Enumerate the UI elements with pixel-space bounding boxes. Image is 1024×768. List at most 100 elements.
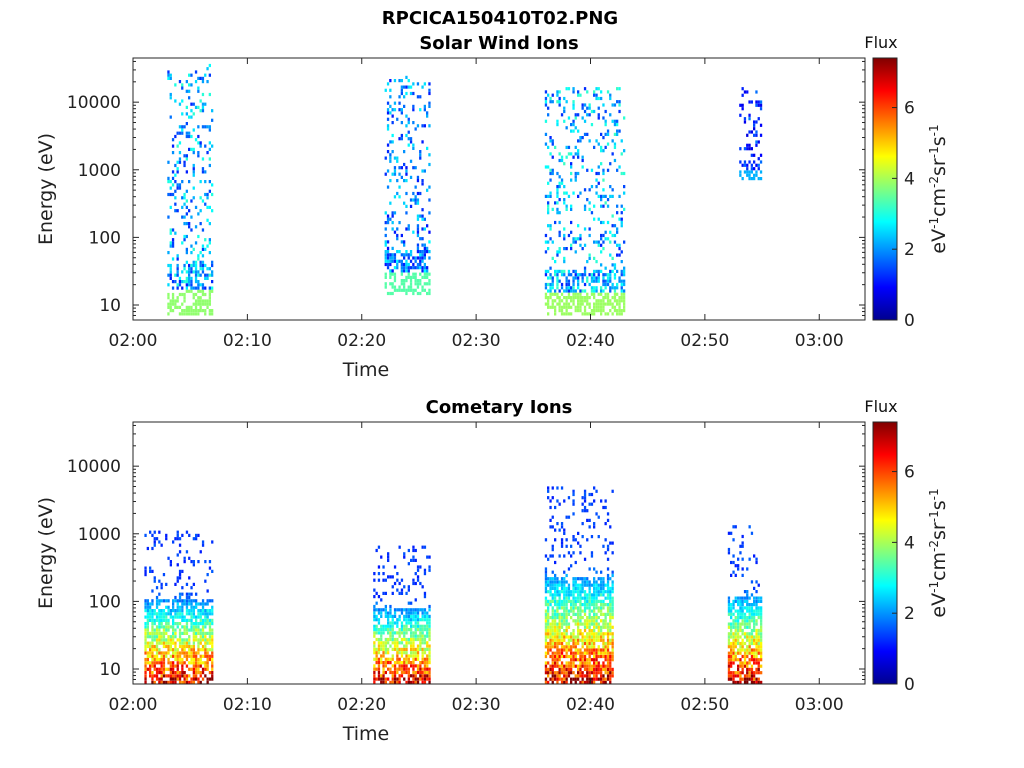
- heatmap-cell: [428, 279, 431, 283]
- heatmap-cell: [549, 152, 552, 156]
- heatmap-cell: [560, 651, 564, 655]
- heatmap-cell: [389, 156, 392, 160]
- heatmap-cell: [590, 312, 594, 316]
- heatmap-cell: [410, 621, 413, 625]
- heatmap-cell: [554, 289, 557, 293]
- heatmap-cell: [403, 266, 406, 270]
- heatmap-cell: [544, 240, 548, 244]
- heatmap-cell: [609, 593, 612, 597]
- heatmap-cell: [167, 192, 170, 197]
- heatmap-cell: [185, 222, 188, 226]
- heatmap-cell: [579, 651, 582, 655]
- heatmap-cell: [153, 609, 156, 613]
- heatmap-cell: [558, 289, 561, 293]
- heatmap-cell: [396, 117, 399, 121]
- heatmap-cell: [405, 631, 408, 635]
- heatmap-cell: [549, 667, 552, 671]
- heatmap-cell: [760, 622, 763, 626]
- heatmap-cell: [595, 583, 598, 587]
- heatmap-cell: [588, 671, 591, 675]
- heatmap-cell: [570, 162, 573, 166]
- heatmap-cell: [384, 256, 387, 260]
- heatmap-cell: [398, 250, 401, 254]
- heatmap-cell: [755, 609, 758, 613]
- heatmap-cell: [387, 651, 390, 655]
- heatmap-cell: [178, 157, 182, 161]
- heatmap-cell: [757, 677, 760, 681]
- heatmap-cell: [405, 614, 408, 618]
- heatmap-cell: [195, 677, 198, 681]
- heatmap-cell: [423, 667, 427, 671]
- heatmap-cell: [393, 195, 397, 199]
- heatmap-cell: [583, 654, 587, 659]
- heatmap-cell: [162, 615, 166, 619]
- heatmap-cell: [375, 631, 378, 635]
- heatmap-cell: [743, 612, 747, 616]
- heatmap-cell: [581, 273, 584, 277]
- heatmap-cell: [753, 167, 756, 171]
- heatmap-cell: [199, 283, 202, 287]
- heatmap-cell: [199, 628, 202, 632]
- heatmap-cell: [753, 609, 756, 613]
- heatmap-cell: [623, 279, 626, 283]
- heatmap-cell: [199, 648, 202, 652]
- heatmap-cell: [181, 638, 184, 642]
- heatmap-cell: [393, 611, 397, 615]
- heatmap-cell: [583, 489, 587, 493]
- heatmap-cell: [760, 651, 763, 655]
- heatmap-cell: [167, 556, 170, 560]
- heatmap-cell: [572, 489, 575, 493]
- heatmap-cell: [611, 596, 614, 600]
- heatmap-cell: [750, 628, 754, 633]
- heatmap-cell: [574, 596, 577, 600]
- heatmap-cell: [734, 680, 737, 684]
- heatmap-cell: [620, 260, 623, 264]
- heatmap-cell: [551, 286, 554, 290]
- heatmap-cell: [419, 279, 422, 283]
- heatmap-cell: [597, 599, 600, 603]
- heatmap-cell: [570, 564, 573, 568]
- heatmap-cell: [167, 305, 170, 309]
- heatmap-cell: [197, 76, 200, 80]
- heatmap-cell: [373, 624, 376, 628]
- heatmap-cell: [416, 568, 420, 572]
- heatmap-cell: [146, 651, 149, 655]
- heatmap-cell: [208, 251, 211, 255]
- heatmap-cell: [593, 499, 596, 503]
- heatmap-cell: [579, 551, 582, 555]
- heatmap-cell: [597, 577, 600, 581]
- heatmap-cell: [595, 178, 598, 182]
- heatmap-cell: [201, 622, 205, 626]
- heatmap-cell: [421, 641, 424, 645]
- heatmap-cell: [211, 661, 214, 665]
- heatmap-cell: [393, 172, 397, 176]
- heatmap-cell: [197, 257, 200, 261]
- heatmap-cell: [739, 544, 742, 548]
- heatmap-cell: [421, 585, 424, 589]
- heatmap-cell: [734, 658, 737, 662]
- heatmap-cell: [197, 622, 200, 626]
- heatmap-cell: [544, 570, 548, 574]
- heatmap-cell: [558, 612, 561, 616]
- heatmap-cell: [593, 90, 596, 94]
- heatmap-cell: [604, 286, 607, 290]
- heatmap-cell: [386, 266, 390, 270]
- heatmap-cell: [606, 577, 610, 581]
- heatmap-cell: [188, 651, 191, 655]
- heatmap-cell: [204, 674, 207, 678]
- heatmap-cell: [760, 638, 763, 642]
- heatmap-cell: [558, 309, 561, 313]
- heatmap-cell: [611, 302, 614, 306]
- heatmap-cell: [558, 580, 561, 584]
- heatmap-cell: [153, 667, 156, 671]
- heatmap-cell: [151, 628, 154, 632]
- heatmap-cell: [741, 619, 744, 623]
- heatmap-cell: [588, 256, 591, 260]
- heatmap-cell: [153, 644, 156, 649]
- heatmap-cell: [414, 677, 417, 681]
- heatmap-cell: [556, 583, 559, 587]
- heatmap-cell: [185, 170, 188, 174]
- heatmap-cell: [757, 658, 760, 662]
- heatmap-cell: [549, 96, 552, 101]
- heatmap-cell: [750, 680, 754, 684]
